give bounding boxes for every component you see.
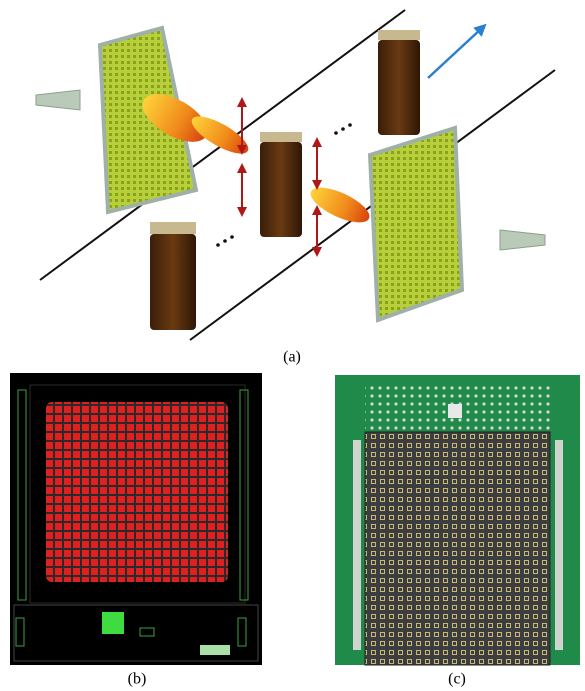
vial	[260, 132, 302, 237]
panel-b	[10, 373, 262, 665]
direction-arrow	[428, 28, 482, 78]
vial	[150, 222, 196, 330]
metasurface	[370, 128, 462, 320]
panel-label: (a)	[283, 349, 301, 366]
figure: (a) (b) (c)	[0, 0, 585, 691]
horn-antenna	[36, 90, 80, 110]
panel-a	[36, 10, 555, 340]
vial	[378, 30, 420, 135]
page: (a) (b) (c) (() => { const data = JSON.p…	[0, 0, 585, 691]
horn-antenna	[500, 230, 545, 250]
panel-label: (c)	[448, 671, 466, 688]
panel-label: (b)	[128, 671, 147, 688]
panel-c	[335, 375, 580, 665]
